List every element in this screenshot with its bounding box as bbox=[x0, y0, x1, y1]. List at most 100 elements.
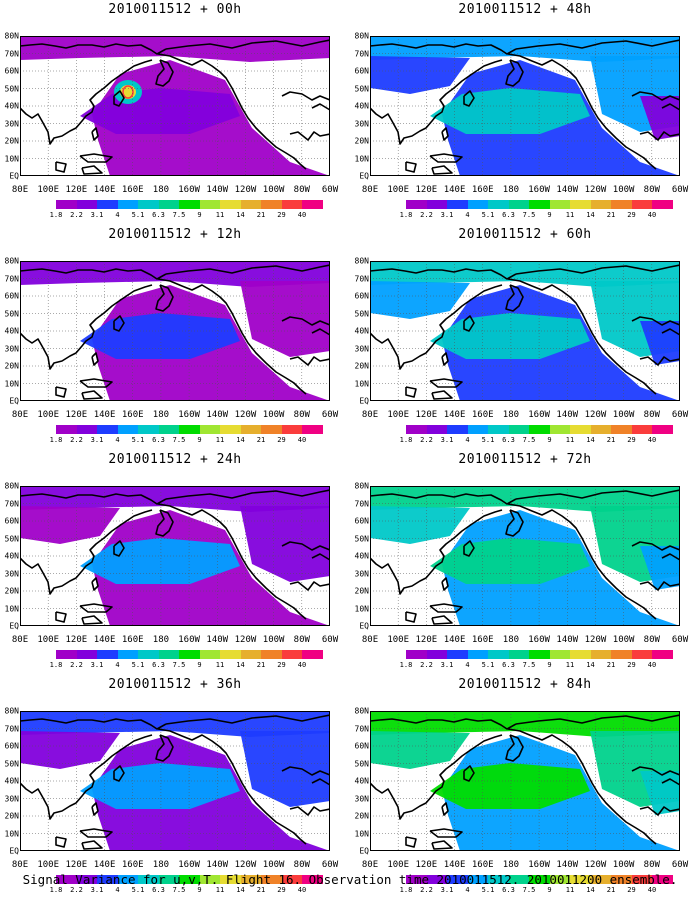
x-tick-label: 160E bbox=[471, 860, 494, 870]
colorbar-swatch bbox=[158, 200, 179, 209]
y-tick-label: 70N bbox=[354, 274, 369, 283]
colorbar-swatch bbox=[158, 650, 179, 659]
coastline bbox=[441, 352, 449, 366]
y-tick-label: 60N bbox=[354, 291, 369, 301]
colorbar-label: 1.8 bbox=[399, 886, 413, 894]
x-axis-labels: 80E 100E 120E 140E 160E 180 160W 140W 120W 100W 80… bbox=[0, 635, 350, 647]
coastline bbox=[370, 493, 517, 505]
y-tick-label: 40N bbox=[4, 326, 19, 336]
y-tick-label: 50N bbox=[4, 759, 19, 768]
colorbar-swatch bbox=[199, 650, 220, 659]
coastline bbox=[281, 766, 330, 776]
colorbar-swatch bbox=[590, 875, 611, 884]
colorbar-label: 4 bbox=[465, 886, 470, 894]
colorbar-label: 1.8 bbox=[49, 886, 63, 894]
colorbar-label: 29 bbox=[627, 436, 636, 444]
y-tick-label: 60N bbox=[4, 66, 19, 76]
panel-title: 2010011512 + 24h bbox=[108, 452, 242, 467]
coastline bbox=[81, 390, 103, 400]
y-tick-label: 70N bbox=[354, 724, 369, 733]
y-axis-labels: 80N 70N 60N 50N 40N 30N 20N 10N EQ bbox=[350, 32, 370, 181]
coastline bbox=[515, 264, 680, 275]
y-tick-label: 10N bbox=[354, 379, 369, 388]
colorbar-label: 11 bbox=[565, 211, 575, 219]
colorbar-label: 6.3 bbox=[152, 886, 165, 894]
colorbar-swatch bbox=[508, 650, 529, 659]
colorbar-label: 14 bbox=[236, 211, 245, 219]
colorbar-swatch bbox=[488, 875, 509, 884]
coastline bbox=[165, 264, 330, 275]
y-tick-label: 40N bbox=[4, 776, 19, 786]
map-panel: 2010011512 + 84h 80N 70N 60N 50N 40N 30N 20N 10N… bbox=[350, 677, 700, 902]
colorbar-label: 40 bbox=[647, 886, 657, 894]
coastline bbox=[81, 840, 103, 850]
colorbar-swatch bbox=[281, 425, 302, 434]
x-tick-label: 80E bbox=[11, 635, 29, 645]
colorbar-label: 1.8 bbox=[399, 661, 413, 669]
variance-map bbox=[20, 486, 330, 626]
x-tick-label: 100W bbox=[262, 860, 285, 870]
x-axis-labels: 80E 100E 120E 140E 160E 180 160W 140W 120W 100W 80… bbox=[0, 410, 350, 422]
colorbar-swatch bbox=[76, 425, 97, 434]
colorbar-label: 7.5 bbox=[172, 886, 186, 894]
y-tick-label: 20N bbox=[4, 811, 19, 821]
coastline bbox=[463, 765, 475, 782]
colorbar-swatch bbox=[426, 425, 447, 434]
colorbar-swatch bbox=[302, 875, 323, 884]
coastline bbox=[463, 315, 475, 332]
colorbar-label: 4 bbox=[465, 211, 470, 219]
x-tick-label: 180 bbox=[502, 635, 520, 645]
y-tick-label: 40N bbox=[354, 101, 369, 111]
variance-map bbox=[370, 261, 680, 401]
coastline bbox=[639, 356, 680, 366]
colorbar-swatch bbox=[240, 875, 261, 884]
coastline bbox=[311, 778, 330, 786]
colorbar-swatch bbox=[97, 875, 118, 884]
colorbar-label: 6.3 bbox=[152, 436, 165, 444]
coastline bbox=[281, 541, 330, 551]
colorbar-label: 6.3 bbox=[502, 886, 515, 894]
colorbar-swatch bbox=[467, 650, 488, 659]
coastline bbox=[20, 718, 167, 730]
x-tick-label: 120W bbox=[234, 860, 257, 870]
y-tick-label: 40N bbox=[354, 776, 369, 786]
colorbar-label: 2.2 bbox=[420, 886, 433, 894]
x-tick-label: 80W bbox=[643, 410, 660, 420]
colorbar-label: 3.1 bbox=[90, 436, 104, 444]
coastline bbox=[429, 828, 463, 838]
colorbar-label: 11 bbox=[565, 886, 575, 894]
coastline bbox=[79, 603, 113, 613]
variance-map bbox=[370, 711, 680, 851]
colorbar-swatch bbox=[220, 425, 241, 434]
colorbar-swatch bbox=[406, 200, 427, 209]
coastline bbox=[639, 131, 680, 141]
colorbar-swatch bbox=[652, 425, 673, 434]
x-tick-label: 180 bbox=[502, 860, 520, 870]
colorbar-label: 14 bbox=[586, 436, 595, 444]
colorbar-label: 3.1 bbox=[90, 661, 104, 669]
map-panel: 2010011512 + 60h 80N 70N 60N 50N 40N 30N 20N 10N… bbox=[350, 227, 700, 452]
coastline bbox=[55, 161, 67, 173]
colorbar-label: 7.5 bbox=[172, 661, 186, 669]
colorbar-label: 14 bbox=[586, 211, 595, 219]
x-tick-label: 160W bbox=[178, 635, 200, 645]
colorbar-swatch bbox=[488, 425, 509, 434]
colorbar-label: 21 bbox=[256, 211, 266, 219]
panel-title: 2010011512 + 00h bbox=[108, 2, 242, 17]
variance-map bbox=[370, 486, 680, 626]
colorbar-swatch bbox=[97, 200, 118, 209]
variance-shading-asia bbox=[20, 731, 120, 769]
x-tick-label: 100W bbox=[612, 185, 635, 195]
x-tick-label: 140E bbox=[443, 635, 466, 645]
coastline bbox=[20, 268, 167, 280]
x-tick-label: 60W bbox=[321, 185, 339, 195]
x-tick-label: 80E bbox=[361, 410, 379, 420]
colorbar-swatch bbox=[179, 200, 200, 209]
colorbar-label: 40 bbox=[647, 436, 657, 444]
map-panel: 2010011512 + 12h 80N 70N 60N 50N 40N 30N 20N 10N… bbox=[0, 227, 350, 452]
coastline bbox=[113, 315, 125, 332]
y-axis-labels: 80N 70N 60N 50N 40N 30N 20N 10N EQ bbox=[0, 707, 20, 856]
variance-shading-atlantic bbox=[640, 546, 680, 590]
coastline bbox=[311, 328, 330, 336]
coastline bbox=[631, 316, 680, 326]
